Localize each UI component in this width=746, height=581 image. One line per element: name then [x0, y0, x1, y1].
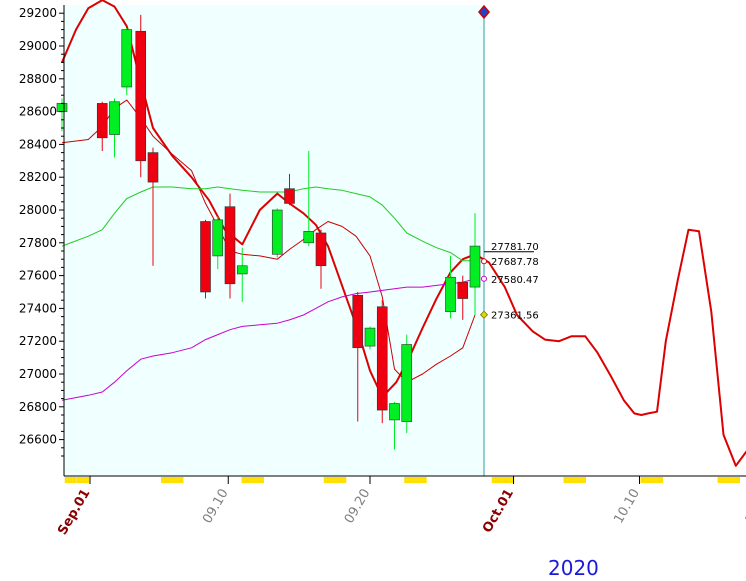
- weekend-marker: [728, 477, 740, 483]
- weekend-marker: [651, 477, 663, 483]
- candle-body-up: [445, 276, 456, 312]
- weekend-marker: [574, 477, 586, 483]
- weekend-marker: [323, 477, 336, 483]
- year-label: 2020: [548, 556, 599, 580]
- candle: [212, 216, 224, 270]
- candle: [352, 292, 364, 422]
- candle: [271, 208, 283, 258]
- weekend-marker: [404, 477, 417, 483]
- candle-body-up: [271, 209, 283, 255]
- y-tick-label: 26800: [19, 400, 57, 414]
- value-label: 27781.70: [491, 242, 539, 253]
- candle-body-up: [389, 403, 400, 421]
- y-tick-label: 28200: [19, 170, 57, 184]
- weekend-marker: [241, 477, 254, 483]
- value-label: 27687.78: [491, 257, 539, 268]
- candle: [401, 334, 413, 434]
- candle: [364, 326, 376, 350]
- y-tick-label: 29200: [19, 6, 57, 20]
- y-tick-label: 28800: [19, 72, 57, 86]
- weekend-marker: [491, 477, 504, 483]
- series-line-magenta: [61, 278, 476, 401]
- candle-body-up: [109, 101, 120, 135]
- weekend-marker: [334, 477, 347, 483]
- weekend-marker: [502, 477, 515, 483]
- weekend-marker: [64, 477, 77, 483]
- y-tick-label: 27600: [19, 269, 57, 283]
- x-tick-label: Oct.01: [480, 487, 517, 536]
- candle: [121, 27, 133, 96]
- candle-body-down: [315, 232, 327, 267]
- candle: [376, 300, 388, 424]
- cursor-marker: [478, 4, 490, 20]
- weekend-marker: [717, 477, 730, 483]
- x-tick-label: Sep.01: [55, 487, 93, 538]
- y-tick-label: 29000: [19, 39, 57, 53]
- candle: [457, 275, 469, 320]
- y-tick-label: 27800: [19, 236, 57, 250]
- series-line-green_band: [61, 186, 475, 262]
- candle-body-up: [56, 103, 68, 112]
- weekend-marker: [414, 477, 427, 483]
- y-tick-label: 27000: [19, 367, 57, 381]
- candle-body-down: [147, 152, 159, 183]
- candle: [389, 401, 400, 450]
- candle-body-down: [457, 281, 469, 299]
- candle-body-up: [121, 29, 133, 88]
- candle-body-up: [303, 231, 315, 244]
- candle: [303, 150, 315, 247]
- x-tick-label: 10.20: [743, 487, 746, 527]
- candle-body-up: [236, 265, 248, 275]
- candle: [109, 98, 120, 158]
- value-marker: [481, 258, 487, 265]
- weekend-marker: [161, 477, 173, 483]
- value-label: 27580.47: [491, 275, 539, 286]
- candle-body-up: [364, 327, 376, 347]
- candle-body-up: [469, 245, 481, 288]
- candle-body-down: [200, 221, 211, 293]
- weekend-marker: [171, 477, 184, 483]
- candle: [135, 14, 147, 178]
- weekend-marker: [563, 477, 576, 483]
- candle-body-down: [376, 306, 388, 411]
- y-tick-label: 27200: [19, 334, 57, 348]
- candle: [224, 193, 236, 299]
- candle-body-down: [352, 294, 364, 349]
- candle: [147, 147, 159, 266]
- candle-body-up: [212, 219, 224, 257]
- y-tick-label: 28000: [19, 203, 57, 217]
- weekend-marker: [77, 477, 89, 483]
- y-tick-label: 26600: [19, 433, 57, 447]
- candle-body-down: [135, 30, 147, 162]
- candle: [236, 247, 248, 302]
- y-tick-label: 28600: [19, 105, 57, 119]
- y-tick-label: 27400: [19, 301, 57, 315]
- candle: [200, 219, 211, 299]
- candle: [284, 173, 295, 206]
- value-marker: [481, 275, 487, 282]
- candle-body-down: [224, 206, 236, 285]
- value-label: 27361.56: [491, 311, 539, 322]
- candle-body-down: [96, 103, 108, 139]
- weekend-marker: [640, 477, 653, 483]
- weekend-marker: [252, 477, 264, 483]
- y-tick-label: 28400: [19, 137, 57, 151]
- value-marker: [479, 310, 489, 319]
- candle-body-down: [284, 188, 295, 204]
- candle: [469, 213, 481, 315]
- candle: [445, 255, 456, 319]
- candle: [315, 229, 327, 289]
- candle-body-up: [401, 344, 413, 422]
- candle: [96, 101, 108, 151]
- x-tick-label: 09.20: [342, 487, 374, 527]
- x-tick-label: 10.10: [611, 487, 643, 527]
- x-tick-label: 09.10: [200, 487, 232, 527]
